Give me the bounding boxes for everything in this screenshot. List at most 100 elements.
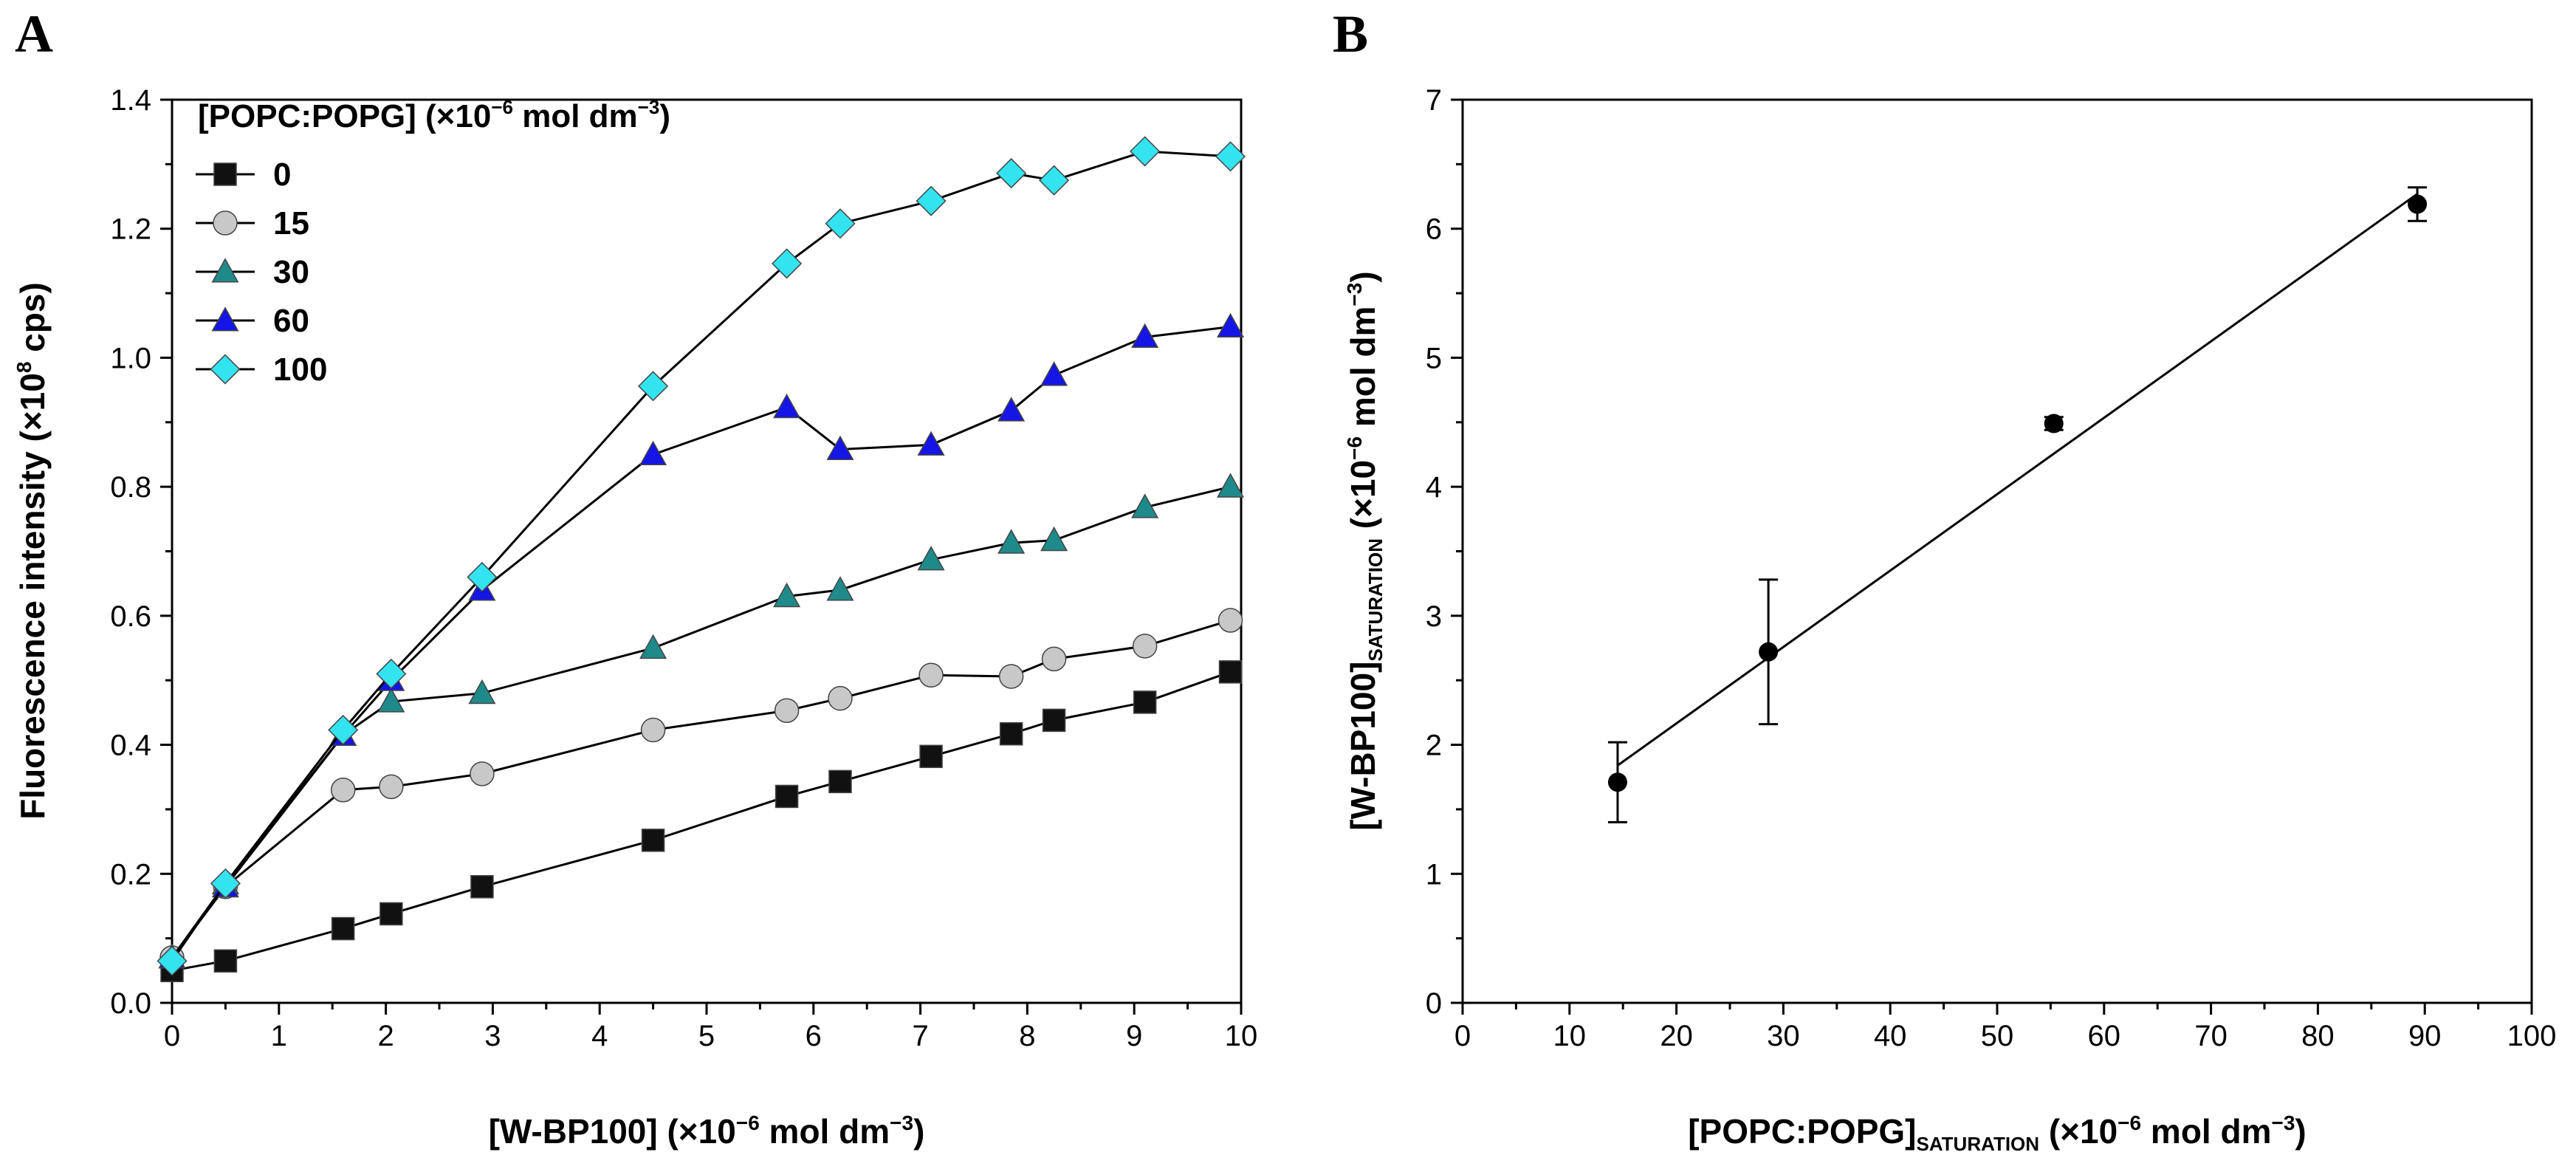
series-0-point [331, 916, 355, 941]
panel-b-x-tick-label: 30 [1767, 1020, 1800, 1052]
series-100-point [772, 248, 803, 279]
legend-label: 100 [273, 352, 327, 388]
series-100-point [376, 658, 407, 690]
series-30-point [468, 679, 496, 705]
series-0-point [1133, 690, 1157, 714]
series-60-point [639, 440, 667, 466]
panel-b-x-tick-label: 70 [2194, 1020, 2228, 1052]
legend-marker [211, 258, 239, 283]
panel-a-y-tick-label: 0.2 [110, 858, 151, 891]
series-100-point [638, 371, 669, 402]
panel-a-x-tick-label: 3 [484, 1020, 501, 1052]
legend-label: 0 [273, 157, 291, 193]
series-15-point [470, 761, 495, 786]
panel-b-y-tick-label: 6 [1426, 213, 1442, 246]
series-0-line [171, 671, 1232, 972]
panel-a-x-tick-label: 6 [806, 1020, 822, 1052]
panel-b-y-tick-label: 2 [1426, 730, 1442, 762]
panel-b-plot-frame [1461, 98, 2533, 1004]
panel-a-x-ticks: 0 1 2 3 4 5 6 7 8 9 10 [164, 1003, 1257, 1052]
series-60-point [997, 397, 1026, 422]
point-marker [1607, 772, 1627, 792]
series-0-point [213, 949, 238, 973]
series-15-point [998, 664, 1024, 689]
panel-a-x-tick-label: 10 [1225, 1020, 1258, 1052]
series-100-point [996, 158, 1027, 189]
panel-b-y-tick-label: 5 [1426, 342, 1442, 374]
series-30 [158, 473, 1245, 969]
legend-label: 60 [273, 303, 309, 339]
series-15-point [640, 717, 666, 743]
fit-line [1617, 193, 2418, 767]
series-0-point [919, 744, 943, 769]
series-100-point [1039, 165, 1070, 196]
panel-b-y-tick-label: 1 [1426, 858, 1442, 891]
legend-title: [POPC:POPG] (×10−6 mol dm−3) [198, 96, 670, 134]
series-60-point [1040, 361, 1068, 386]
legend-marker [211, 306, 239, 332]
panel-a-x-tick-label: 5 [698, 1020, 715, 1052]
panel-b-y-tick-label: 7 [1426, 84, 1442, 117]
legend-label: 30 [273, 254, 309, 290]
series-30-point [1131, 493, 1159, 518]
series-60-point [826, 435, 854, 461]
data-point [2044, 414, 2064, 433]
series-0-point [470, 875, 494, 899]
series-100-point [467, 561, 498, 593]
panel-b: B 0 10 20 30 40 50 60 70 80 90 100 0 1 2 3 4 5 6 7 [POPC:… [1333, 4, 2556, 1155]
point-marker [1759, 642, 1779, 662]
panel-a-x-tick-label: 0 [164, 1020, 180, 1052]
panel-a-x-tick-label: 7 [912, 1020, 928, 1052]
panel-a-x-tick-label: 1 [271, 1020, 287, 1052]
series-60-line [171, 326, 1231, 959]
legend-entry-100: 100 [196, 352, 327, 388]
series-30-point [1040, 526, 1068, 552]
series-100-point [825, 208, 856, 239]
data-point [1759, 578, 1779, 726]
panel-a-y-tick-label: 1.2 [110, 213, 151, 246]
series-30-point [773, 582, 801, 608]
series-15-point [330, 777, 356, 803]
panel-a-x-tick-label: 2 [377, 1020, 394, 1052]
series-30-point [377, 688, 405, 713]
panel-b-points [1607, 186, 2428, 823]
series-15-point [774, 698, 800, 724]
panel-a-y-tick-label: 1.4 [110, 84, 151, 117]
series-30-point [826, 576, 854, 601]
panel-a-label: A [15, 4, 53, 64]
panel-b-x-tick-label: 0 [1454, 1020, 1471, 1052]
legend-entry-15: 15 [196, 205, 309, 241]
panel-a-x-tick-label: 8 [1019, 1020, 1035, 1052]
series-60-point [917, 431, 945, 456]
series-15-point [1041, 646, 1067, 672]
legend-marker [213, 210, 238, 236]
panel-b-x-axis-title: [POPC:POPG]SATURATION (×10−6 mol dm−3) [1688, 1111, 2307, 1155]
series-100-point [157, 945, 188, 976]
series-100-line [171, 150, 1231, 962]
series-15-point [918, 662, 944, 688]
series-0-point [774, 784, 799, 809]
series-0-point [379, 902, 403, 926]
panel-a-series [157, 136, 1246, 983]
series-0-point [1042, 708, 1066, 733]
point-marker [2408, 194, 2428, 214]
series-100-point [328, 714, 359, 746]
series-15-point [1217, 608, 1243, 633]
panel-a-x-axis-title: [W-BP100] (×10−6 mol dm−3) [489, 1111, 925, 1151]
series-100-point [916, 185, 947, 216]
series-30-point [997, 529, 1026, 554]
series-30-point [1216, 473, 1245, 498]
data-point [1607, 741, 1627, 823]
series-0-point [999, 721, 1023, 746]
panel-a-y-tick-label: 0.4 [110, 730, 151, 762]
panel-b-y-tick-label: 4 [1426, 471, 1442, 504]
data-point [2408, 186, 2428, 222]
panel-a-y-tick-label: 0.6 [110, 600, 151, 633]
legend-label: 15 [273, 205, 309, 241]
panel-b-x-tick-label: 100 [2507, 1020, 2557, 1052]
series-0-point [828, 769, 852, 794]
panel-b-y-axis-title: [W-BP100]SATURATION (×10−6 mol dm−3) [1343, 271, 1387, 830]
series-60-point [773, 393, 801, 419]
series-15-point [1132, 634, 1158, 659]
